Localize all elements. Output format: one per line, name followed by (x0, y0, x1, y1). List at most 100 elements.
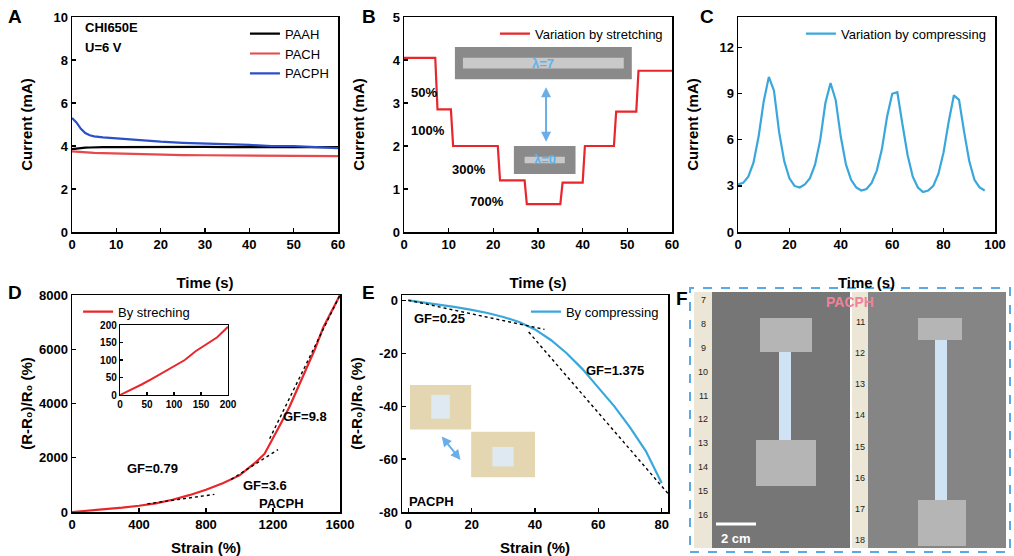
svg-text:50: 50 (141, 399, 153, 410)
svg-text:Current (mA): Current (mA) (684, 78, 701, 171)
svg-text:300%: 300% (452, 162, 486, 177)
svg-text:9: 9 (727, 86, 734, 101)
svg-text:80: 80 (654, 517, 668, 532)
svg-text:50: 50 (286, 237, 300, 252)
svg-text:-80: -80 (379, 505, 398, 520)
svg-text:GF=9.8: GF=9.8 (283, 409, 327, 424)
svg-text:12: 12 (698, 414, 708, 424)
svg-text:-60: -60 (379, 452, 398, 467)
svg-text:30: 30 (198, 237, 212, 252)
svg-text:15: 15 (698, 486, 708, 496)
svg-text:Time (s): Time (s) (509, 274, 566, 291)
svg-text:4000: 4000 (39, 396, 68, 411)
svg-text:5: 5 (393, 10, 400, 25)
svg-text:8: 8 (701, 319, 706, 329)
svg-text:0: 0 (391, 293, 398, 308)
svg-text:λ=7: λ=7 (532, 56, 554, 71)
svg-text:GF=0.25: GF=0.25 (414, 311, 465, 326)
svg-text:50: 50 (620, 237, 634, 252)
svg-text:Current (mA): Current (mA) (18, 78, 35, 171)
svg-text:50%: 50% (411, 85, 437, 100)
svg-text:17: 17 (855, 504, 865, 514)
svg-text:150: 150 (100, 337, 117, 348)
svg-text:40: 40 (834, 237, 848, 252)
svg-text:16: 16 (855, 473, 865, 483)
svg-text:11: 11 (699, 391, 708, 401)
svg-text:0: 0 (61, 225, 68, 240)
svg-text:PACPH: PACPH (409, 494, 454, 509)
svg-text:40: 40 (528, 517, 542, 532)
svg-text:100: 100 (984, 237, 1006, 252)
svg-text:50: 50 (106, 372, 118, 383)
svg-text:200: 200 (100, 320, 117, 331)
svg-text:100: 100 (100, 355, 117, 366)
svg-text:3: 3 (393, 96, 400, 111)
svg-text:Current (mA): Current (mA) (350, 78, 367, 171)
svg-text:0: 0 (68, 237, 75, 252)
svg-text:Variation by compressing: Variation by compressing (841, 27, 986, 42)
svg-text:PACPH: PACPH (259, 496, 304, 511)
svg-text:0: 0 (117, 399, 123, 410)
svg-text:10: 10 (441, 237, 455, 252)
svg-text:13: 13 (698, 438, 708, 448)
svg-text:1: 1 (393, 182, 400, 197)
svg-text:Time (s): Time (s) (176, 274, 233, 291)
svg-text:6: 6 (727, 132, 734, 147)
svg-text:By streching: By streching (118, 305, 190, 320)
svg-text:GF=3.6: GF=3.6 (243, 478, 287, 493)
svg-text:14: 14 (698, 462, 708, 472)
svg-text:D: D (8, 282, 22, 303)
svg-text:(R-R₀)/R₀ (%): (R-R₀)/R₀ (%) (18, 357, 35, 450)
svg-text:0: 0 (61, 505, 68, 520)
svg-text:16: 16 (698, 510, 708, 520)
svg-text:4: 4 (393, 53, 401, 68)
svg-text:4: 4 (61, 139, 69, 154)
svg-text:2: 2 (61, 182, 68, 197)
svg-text:U=6 V: U=6 V (85, 40, 122, 55)
svg-text:PAAH: PAAH (285, 27, 319, 42)
svg-text:30: 30 (531, 237, 545, 252)
svg-text:0: 0 (734, 237, 741, 252)
svg-text:12: 12 (855, 348, 865, 358)
svg-text:60: 60 (885, 237, 899, 252)
svg-text:200: 200 (220, 399, 237, 410)
svg-text:20: 20 (153, 237, 167, 252)
svg-text:Time (s): Time (s) (838, 274, 895, 291)
svg-text:1600: 1600 (326, 517, 355, 532)
svg-text:700%: 700% (470, 194, 504, 209)
svg-text:0: 0 (393, 225, 400, 240)
svg-text:60: 60 (591, 517, 605, 532)
svg-text:6: 6 (61, 96, 68, 111)
svg-text:(R-R₀)/R₀ (%): (R-R₀)/R₀ (%) (348, 357, 365, 450)
svg-text:20: 20 (464, 517, 478, 532)
svg-text:100: 100 (166, 399, 183, 410)
svg-text:10: 10 (53, 10, 67, 25)
svg-text:8000: 8000 (39, 288, 68, 303)
svg-text:11: 11 (856, 317, 865, 327)
svg-text:PACPH: PACPH (285, 66, 329, 81)
svg-text:Strain (%): Strain (%) (500, 539, 570, 556)
svg-text:20: 20 (486, 237, 500, 252)
svg-text:E: E (362, 282, 375, 303)
svg-text:10: 10 (109, 237, 123, 252)
svg-text:40: 40 (242, 237, 256, 252)
svg-text:800: 800 (195, 517, 217, 532)
svg-text:-20: -20 (379, 346, 398, 361)
svg-text:0: 0 (400, 237, 407, 252)
svg-text:400: 400 (128, 517, 150, 532)
svg-text:2: 2 (393, 139, 400, 154)
svg-text:0: 0 (111, 390, 117, 401)
svg-text:0: 0 (405, 517, 412, 532)
svg-text:A: A (8, 6, 22, 27)
svg-text:40: 40 (575, 237, 589, 252)
svg-text:CHI650E: CHI650E (85, 20, 138, 35)
svg-text:Strain (%): Strain (%) (171, 539, 241, 556)
svg-text:B: B (362, 6, 376, 27)
svg-text:λ=0: λ=0 (534, 152, 556, 167)
svg-text:7: 7 (701, 295, 706, 305)
svg-text:18: 18 (855, 535, 865, 545)
svg-text:14: 14 (855, 410, 865, 420)
svg-text:8: 8 (61, 53, 68, 68)
svg-text:C: C (700, 6, 714, 27)
svg-text:12: 12 (719, 40, 733, 55)
